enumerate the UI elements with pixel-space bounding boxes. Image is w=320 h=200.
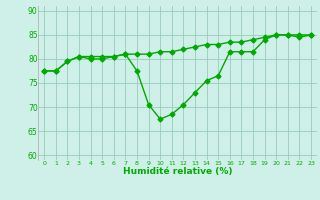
X-axis label: Humidité relative (%): Humidité relative (%): [123, 167, 232, 176]
